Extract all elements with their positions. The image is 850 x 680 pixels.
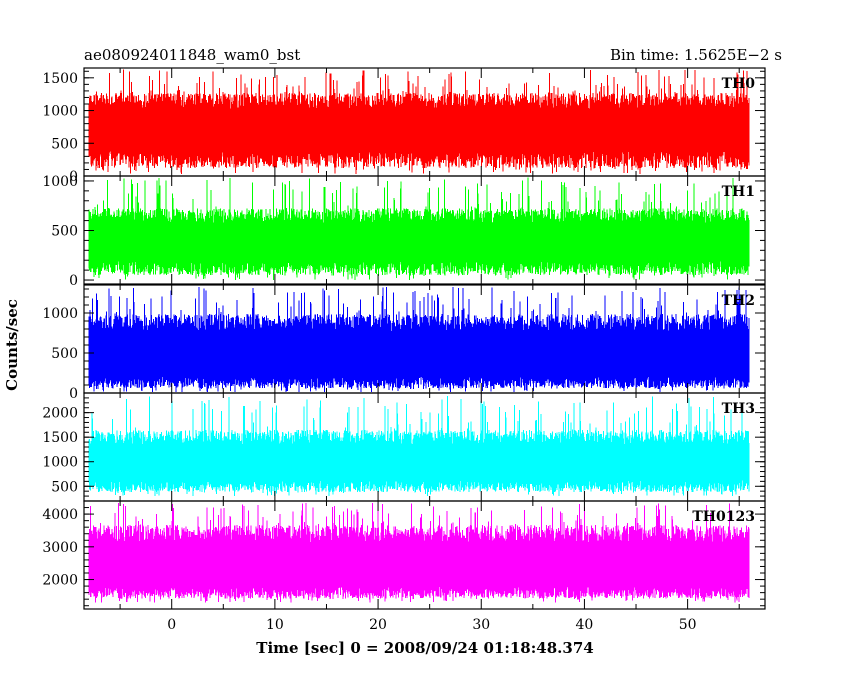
y-tick-label: 1500 (42, 430, 78, 446)
x-tick-label: 50 (679, 617, 697, 633)
chart-title-right: Bin time: 1.5625E−2 s (610, 46, 782, 64)
panel-label: TH0123 (692, 509, 755, 525)
y-tick-label: 1000 (42, 104, 78, 120)
panel-frame (83, 500, 766, 610)
y-tick-label: 1000 (42, 306, 78, 322)
y-axis-label: Counts/sec (3, 299, 21, 391)
y-tick-label: 3000 (42, 540, 78, 556)
y-tick-label: 1000 (42, 174, 78, 190)
series-th0 (88, 69, 750, 174)
y-tick-label: 500 (51, 346, 78, 362)
x-tick-label: 30 (472, 617, 490, 633)
series-th0123 (88, 502, 750, 603)
panel-label: TH2 (722, 293, 755, 309)
x-axis-label: Time [sec] 0 = 2008/09/24 01:18:48.374 (256, 639, 593, 657)
y-tick-label: 2000 (42, 406, 78, 422)
x-tick-label: 40 (576, 617, 594, 633)
y-tick-label: 0 (69, 273, 78, 289)
panel-label: TH0 (722, 76, 756, 92)
y-tick-label: 500 (51, 479, 78, 495)
y-tick-label: 0 (69, 386, 78, 402)
y-tick-label: 2000 (42, 573, 78, 589)
series-th1 (88, 177, 750, 280)
chart-title-left: ae080924011848_wam0_bst (84, 46, 300, 64)
y-tick-label: 0 (69, 169, 78, 185)
series-th3 (88, 395, 750, 496)
panel-th3: 500 1000 1500 2000 TH3 (42, 392, 766, 502)
series-th2 (88, 286, 750, 393)
panel-label: TH1 (722, 184, 755, 200)
x-tick-label: 0 (167, 617, 176, 633)
x-tick-label: 10 (266, 617, 284, 633)
y-tick-label: 1500 (42, 71, 78, 87)
panel-th0123: 2000 3000 4000 TH0123 (42, 500, 766, 610)
panel-th2: 0 500 1000 TH2 (42, 284, 766, 402)
panel-th0: 0 500 1000 1500 TH0 (42, 67, 766, 185)
y-tick-label: 1000 (42, 455, 78, 471)
panel-th1: 0 500 1000 TH1 (42, 174, 766, 289)
panel-label: TH3 (722, 401, 755, 417)
y-tick-label: 500 (51, 136, 78, 152)
y-tick-label: 500 (51, 223, 78, 239)
y-tick-label: 4000 (42, 507, 78, 523)
x-tick-label: 20 (369, 617, 387, 633)
